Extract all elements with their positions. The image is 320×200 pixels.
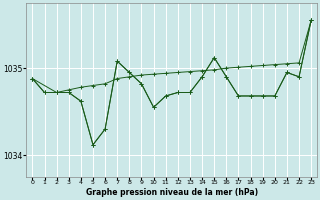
X-axis label: Graphe pression niveau de la mer (hPa): Graphe pression niveau de la mer (hPa)	[86, 188, 258, 197]
